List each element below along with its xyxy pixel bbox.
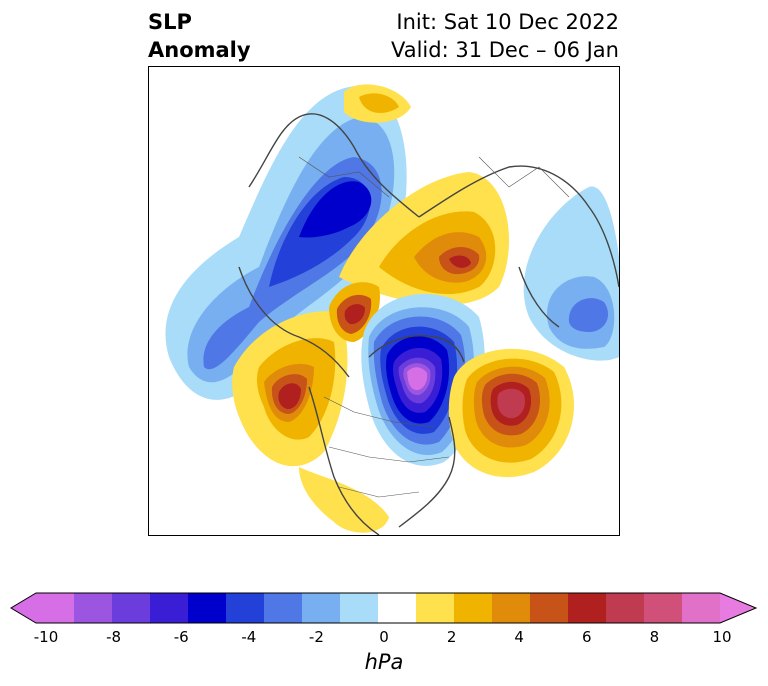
colorbar-tick-label: 2 — [446, 628, 457, 646]
coastlines — [238, 113, 619, 535]
valid-range: Valid: 31 Dec – 06 Jan — [390, 38, 619, 62]
colorbar-tick-label: 6 — [582, 628, 592, 646]
colorbar-tick-label: -2 — [308, 628, 324, 646]
colorbar-segment — [644, 593, 683, 623]
colorbar-tick-label: -4 — [241, 628, 257, 646]
colorbar-tick-label: 0 — [379, 628, 389, 646]
colorbar-segment — [530, 593, 569, 623]
colorbar-segment — [454, 593, 493, 623]
title-variable: SLP — [148, 10, 192, 34]
high-anomaly-arctic — [339, 172, 509, 306]
colorbar-segment — [682, 593, 721, 623]
low-anomaly-east — [523, 186, 619, 361]
map-dates: Init: Sat 10 Dec 2022 Valid: 31 Dec – 06… — [391, 8, 619, 64]
colorbar-segment — [378, 593, 417, 623]
colorbar-segment — [606, 593, 645, 623]
colorbar-tick-label: -6 — [173, 628, 189, 646]
anomaly-map — [148, 66, 620, 536]
colorbar-tick-label: -8 — [106, 628, 122, 646]
colorbar-segment — [188, 593, 227, 623]
colorbar-extend-low — [11, 593, 36, 623]
colorbar-segment — [150, 593, 189, 623]
borders — [298, 156, 570, 498]
colorbar-segment — [74, 593, 113, 623]
colorbar-segment — [112, 593, 151, 623]
colorbar-tick-label: 8 — [649, 628, 660, 646]
colorbar-units: hPa — [364, 650, 404, 674]
low-anomaly-europe — [165, 86, 407, 400]
high-anomaly-north — [344, 84, 411, 123]
colorbar-extend-high — [720, 593, 756, 623]
colorbar-segment — [264, 593, 303, 623]
colorbar-segment — [226, 593, 265, 623]
colorbar-segment — [568, 593, 607, 623]
colorbar-segment — [416, 593, 455, 623]
colorbar-tick-label: 4 — [514, 628, 524, 646]
colorbar — [10, 592, 758, 624]
colorbar-segment — [36, 593, 75, 623]
colorbar-tick-label: 10 — [712, 628, 732, 646]
colorbar-tick-label: -10 — [33, 628, 59, 646]
init-date: Init: Sat 10 Dec 2022 — [396, 10, 619, 34]
colorbar-segment — [492, 593, 531, 623]
high-anomaly-atlantic — [448, 348, 574, 478]
map-title: SLP Anomaly — [148, 8, 251, 64]
colorbar-segment — [302, 593, 341, 623]
title-field: Anomaly — [148, 38, 251, 62]
colorbar-segment — [340, 593, 379, 623]
anomaly-map-graphic — [165, 84, 619, 535]
